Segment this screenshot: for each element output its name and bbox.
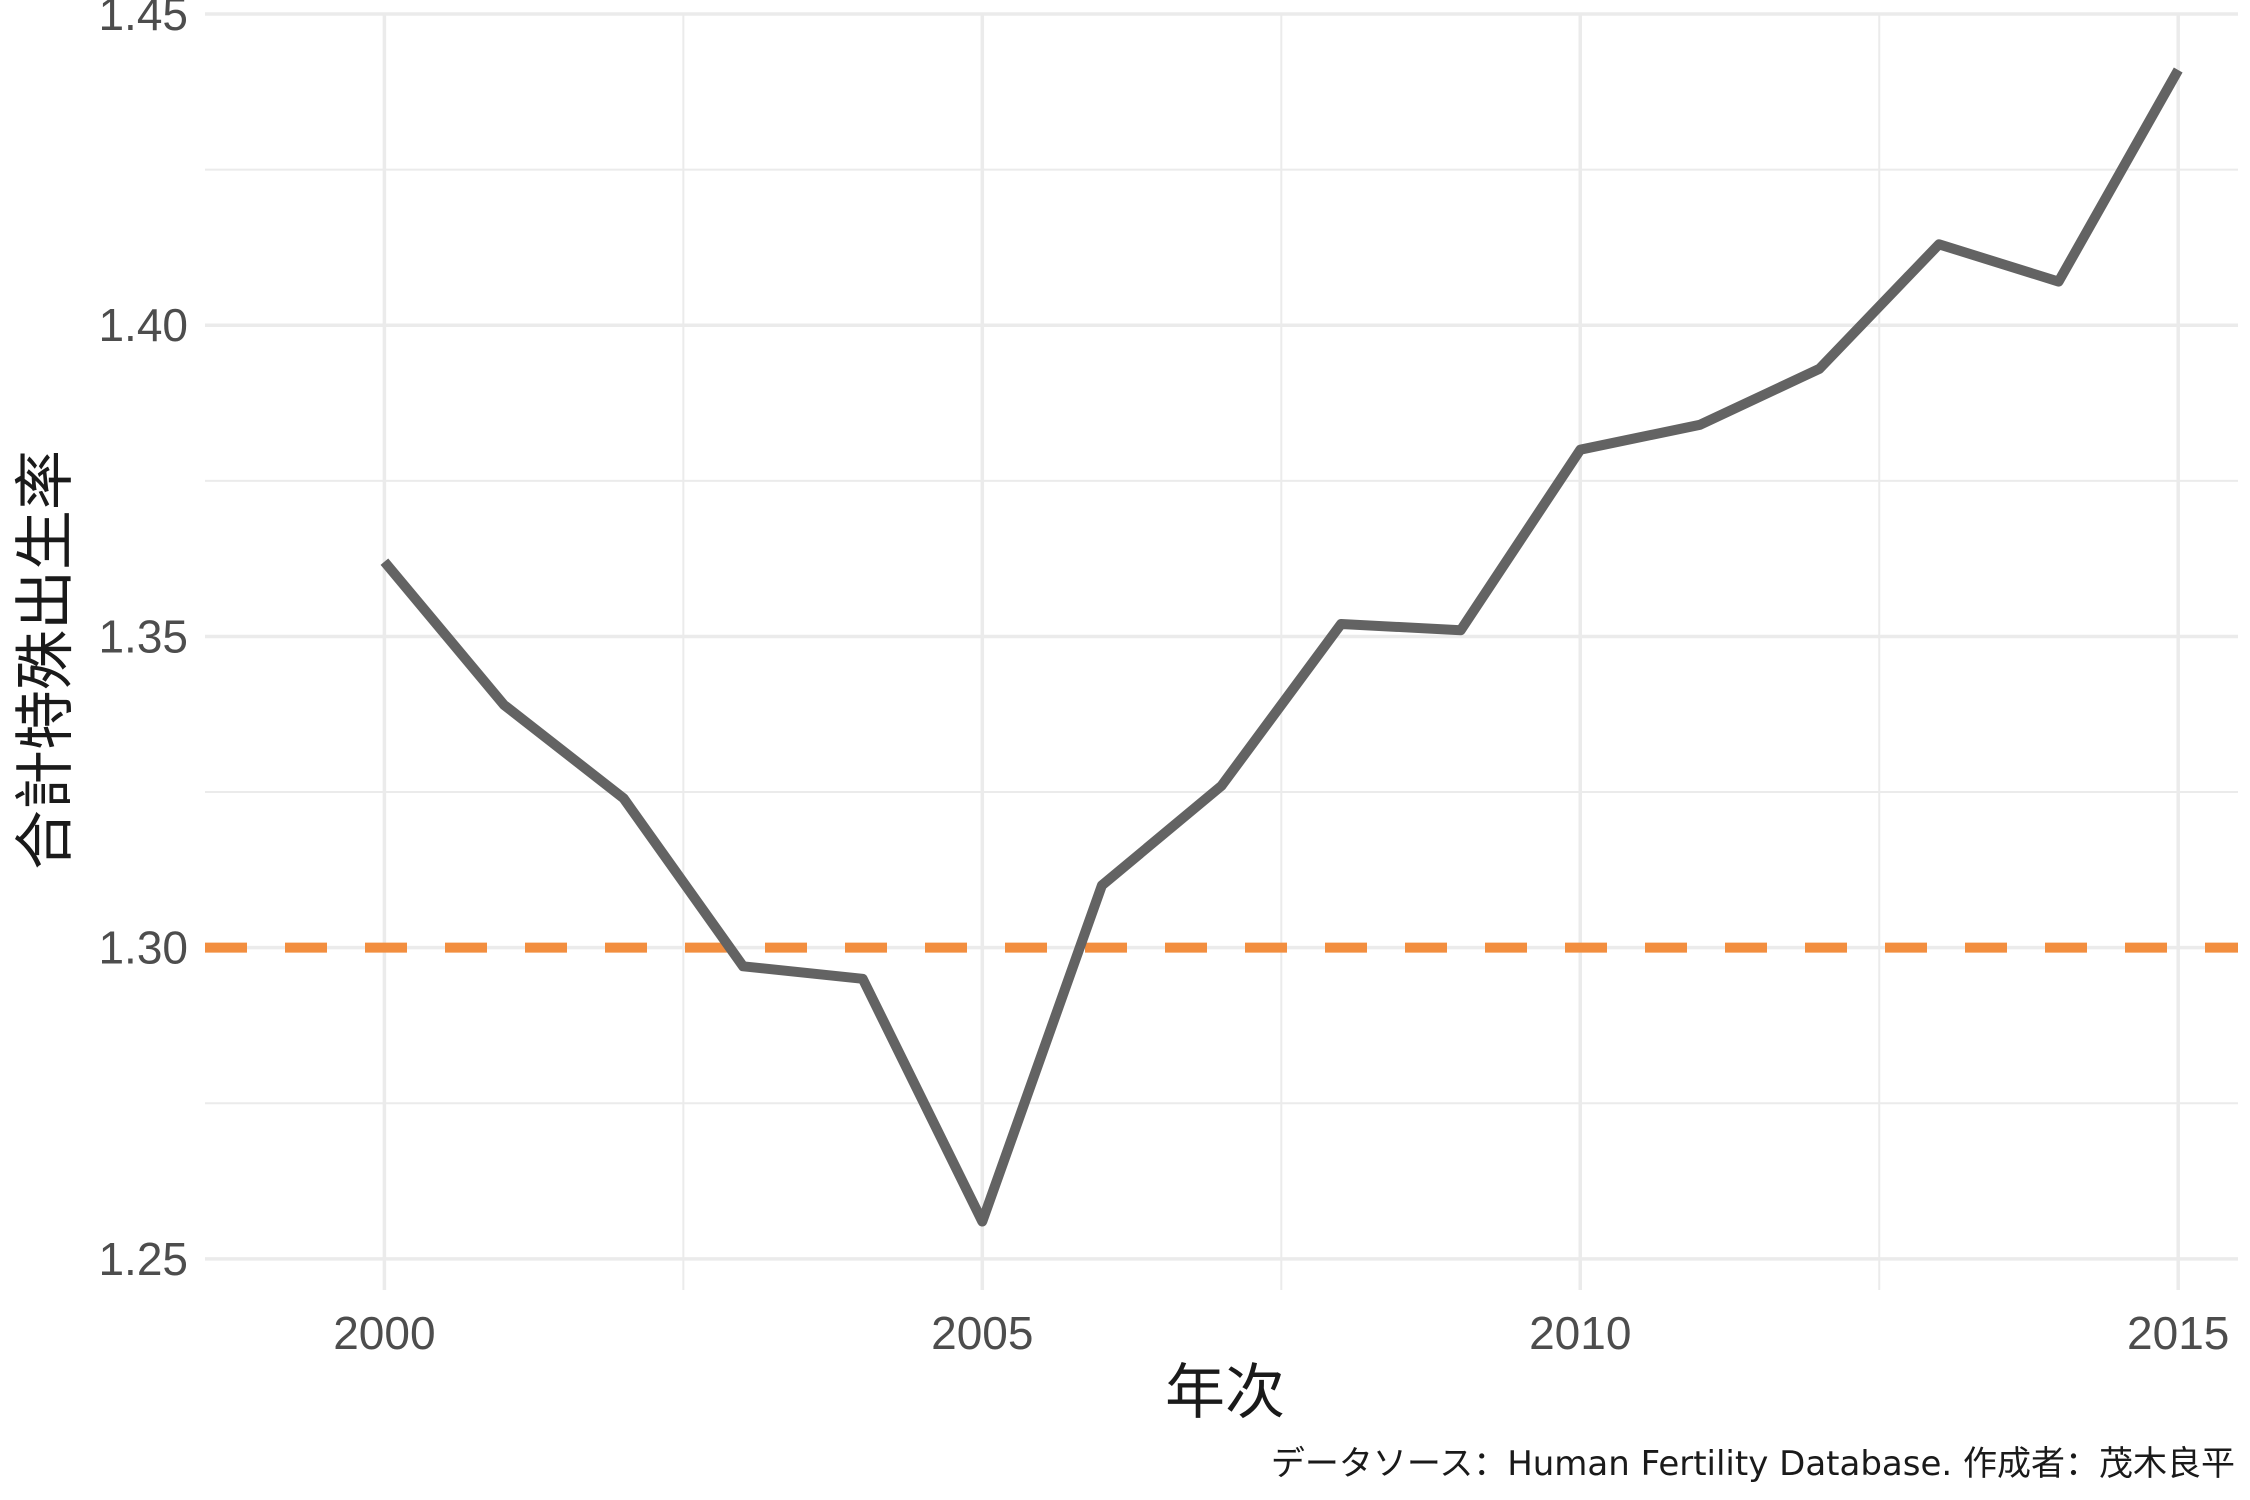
chart-caption: データソース：Human Fertility Database. 作成者：茂木良… [1271, 1444, 2235, 1484]
y-axis-title: 合計特殊出生率 [11, 450, 81, 870]
y-tick-label: 1.45 [98, 0, 188, 40]
x-tick-label: 2015 [2127, 1307, 2229, 1359]
y-tick-label: 1.35 [98, 610, 188, 662]
x-tick-label: 2005 [931, 1307, 1033, 1359]
tfr-series-line [380, 67, 2183, 1227]
x-tick-label: 2000 [333, 1307, 435, 1359]
y-tick-label: 1.30 [98, 922, 188, 974]
series-layer [380, 67, 2183, 1227]
x-tick-labels: 2000 2005 2010 2015 [333, 1307, 2229, 1359]
y-tick-label: 1.40 [98, 299, 188, 351]
x-axis-title: 年次 [1165, 1358, 1285, 1428]
grid-lines [205, 12, 2238, 1290]
y-tick-labels: 1.25 1.30 1.35 1.40 1.45 [98, 0, 188, 1285]
x-tick-label: 2010 [1529, 1307, 1631, 1359]
y-tick-label: 1.25 [98, 1233, 188, 1285]
